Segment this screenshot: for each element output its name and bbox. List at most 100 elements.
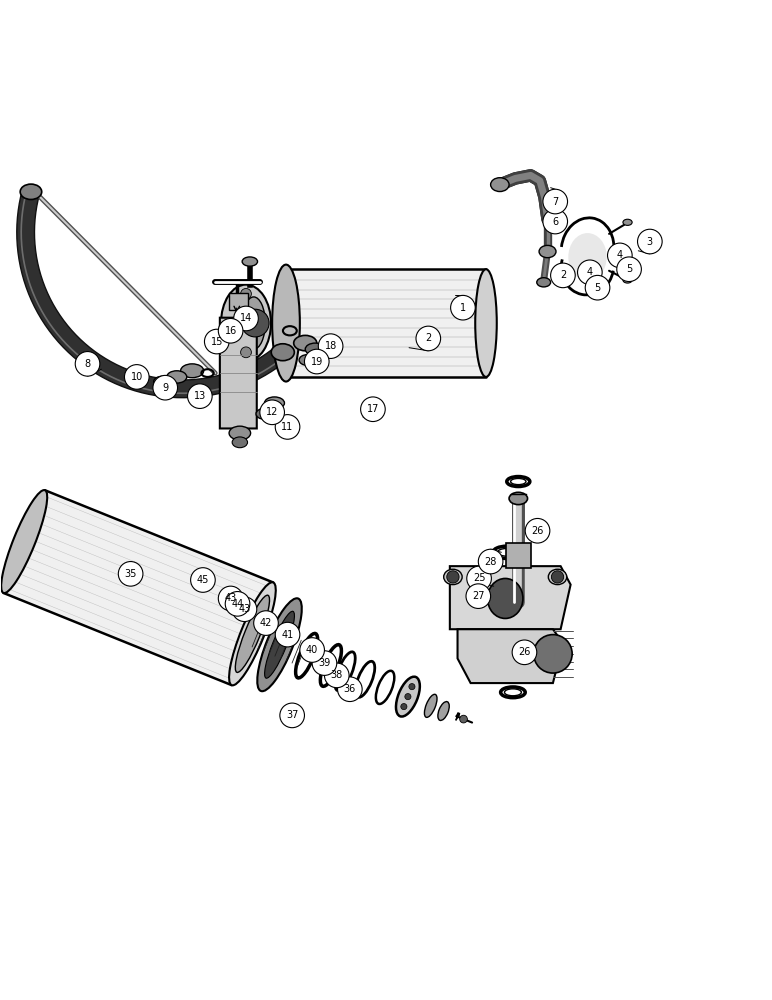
Text: 40: 40: [306, 645, 318, 655]
Circle shape: [304, 349, 329, 374]
Circle shape: [608, 243, 632, 268]
Text: 25: 25: [472, 573, 486, 583]
Text: 3: 3: [647, 237, 653, 247]
Text: 4: 4: [587, 267, 593, 277]
Text: 2: 2: [560, 270, 566, 280]
Circle shape: [550, 263, 575, 288]
Polygon shape: [458, 629, 563, 683]
Circle shape: [551, 571, 564, 583]
Text: 12: 12: [266, 407, 279, 417]
Polygon shape: [3, 490, 273, 685]
Ellipse shape: [235, 595, 269, 672]
Text: 26: 26: [518, 647, 530, 657]
Ellipse shape: [2, 490, 47, 593]
Circle shape: [337, 677, 362, 702]
Ellipse shape: [444, 569, 462, 585]
Ellipse shape: [305, 343, 325, 355]
Ellipse shape: [548, 569, 567, 585]
Circle shape: [276, 415, 300, 439]
Circle shape: [459, 715, 467, 723]
Polygon shape: [450, 566, 571, 629]
Circle shape: [324, 663, 349, 688]
Circle shape: [75, 352, 100, 376]
Ellipse shape: [232, 437, 248, 448]
Text: 18: 18: [324, 341, 337, 351]
Ellipse shape: [568, 233, 607, 281]
Ellipse shape: [273, 265, 300, 382]
Text: 41: 41: [282, 630, 293, 640]
Bar: [506, 543, 530, 568]
Circle shape: [585, 275, 610, 300]
Circle shape: [191, 568, 215, 592]
Circle shape: [218, 586, 243, 611]
Circle shape: [300, 638, 324, 662]
Polygon shape: [220, 318, 257, 428]
Circle shape: [241, 347, 252, 358]
Circle shape: [254, 611, 279, 635]
Circle shape: [242, 309, 269, 337]
Text: 27: 27: [472, 591, 485, 601]
Ellipse shape: [229, 582, 276, 685]
Text: 26: 26: [531, 526, 543, 536]
Circle shape: [232, 597, 257, 622]
Circle shape: [279, 703, 304, 728]
Text: 38: 38: [330, 670, 343, 680]
Text: 5: 5: [626, 264, 632, 274]
Circle shape: [234, 306, 259, 331]
Ellipse shape: [396, 677, 420, 717]
Circle shape: [225, 592, 250, 616]
Circle shape: [318, 334, 343, 358]
Ellipse shape: [623, 277, 632, 283]
Text: 11: 11: [282, 422, 293, 432]
Text: 5: 5: [594, 283, 601, 293]
Circle shape: [276, 622, 300, 647]
Circle shape: [543, 209, 567, 234]
Ellipse shape: [167, 371, 187, 383]
Ellipse shape: [539, 245, 556, 258]
Circle shape: [512, 640, 537, 665]
Ellipse shape: [229, 426, 251, 440]
Ellipse shape: [257, 598, 302, 691]
Ellipse shape: [537, 278, 550, 287]
Ellipse shape: [242, 257, 258, 266]
Circle shape: [405, 694, 411, 700]
Circle shape: [241, 288, 252, 299]
Ellipse shape: [256, 408, 273, 419]
Text: 10: 10: [130, 372, 143, 382]
Ellipse shape: [271, 344, 294, 361]
Ellipse shape: [425, 694, 437, 717]
Text: 42: 42: [260, 618, 273, 628]
Circle shape: [416, 326, 441, 351]
Circle shape: [525, 518, 550, 543]
Ellipse shape: [623, 219, 632, 225]
Circle shape: [409, 684, 415, 690]
Circle shape: [188, 384, 212, 408]
Circle shape: [312, 651, 337, 675]
Circle shape: [617, 257, 642, 282]
Text: 7: 7: [552, 197, 558, 207]
Ellipse shape: [154, 376, 172, 387]
Circle shape: [218, 318, 243, 343]
Circle shape: [260, 400, 284, 425]
Text: 43: 43: [225, 593, 237, 603]
Text: 15: 15: [211, 337, 223, 347]
Ellipse shape: [488, 578, 523, 618]
Ellipse shape: [438, 702, 449, 720]
Circle shape: [361, 397, 385, 422]
Circle shape: [467, 566, 492, 591]
Text: 2: 2: [425, 333, 432, 343]
Circle shape: [533, 635, 572, 673]
Ellipse shape: [293, 335, 317, 351]
Text: 44: 44: [232, 599, 244, 609]
Text: 6: 6: [552, 217, 558, 227]
Ellipse shape: [265, 397, 284, 409]
Polygon shape: [17, 190, 289, 398]
Ellipse shape: [265, 611, 294, 678]
Ellipse shape: [476, 269, 496, 377]
Circle shape: [638, 229, 662, 254]
Text: 35: 35: [124, 569, 137, 579]
Text: 28: 28: [484, 557, 497, 567]
Text: 39: 39: [318, 658, 330, 668]
Ellipse shape: [242, 297, 266, 349]
Text: 45: 45: [197, 575, 209, 585]
